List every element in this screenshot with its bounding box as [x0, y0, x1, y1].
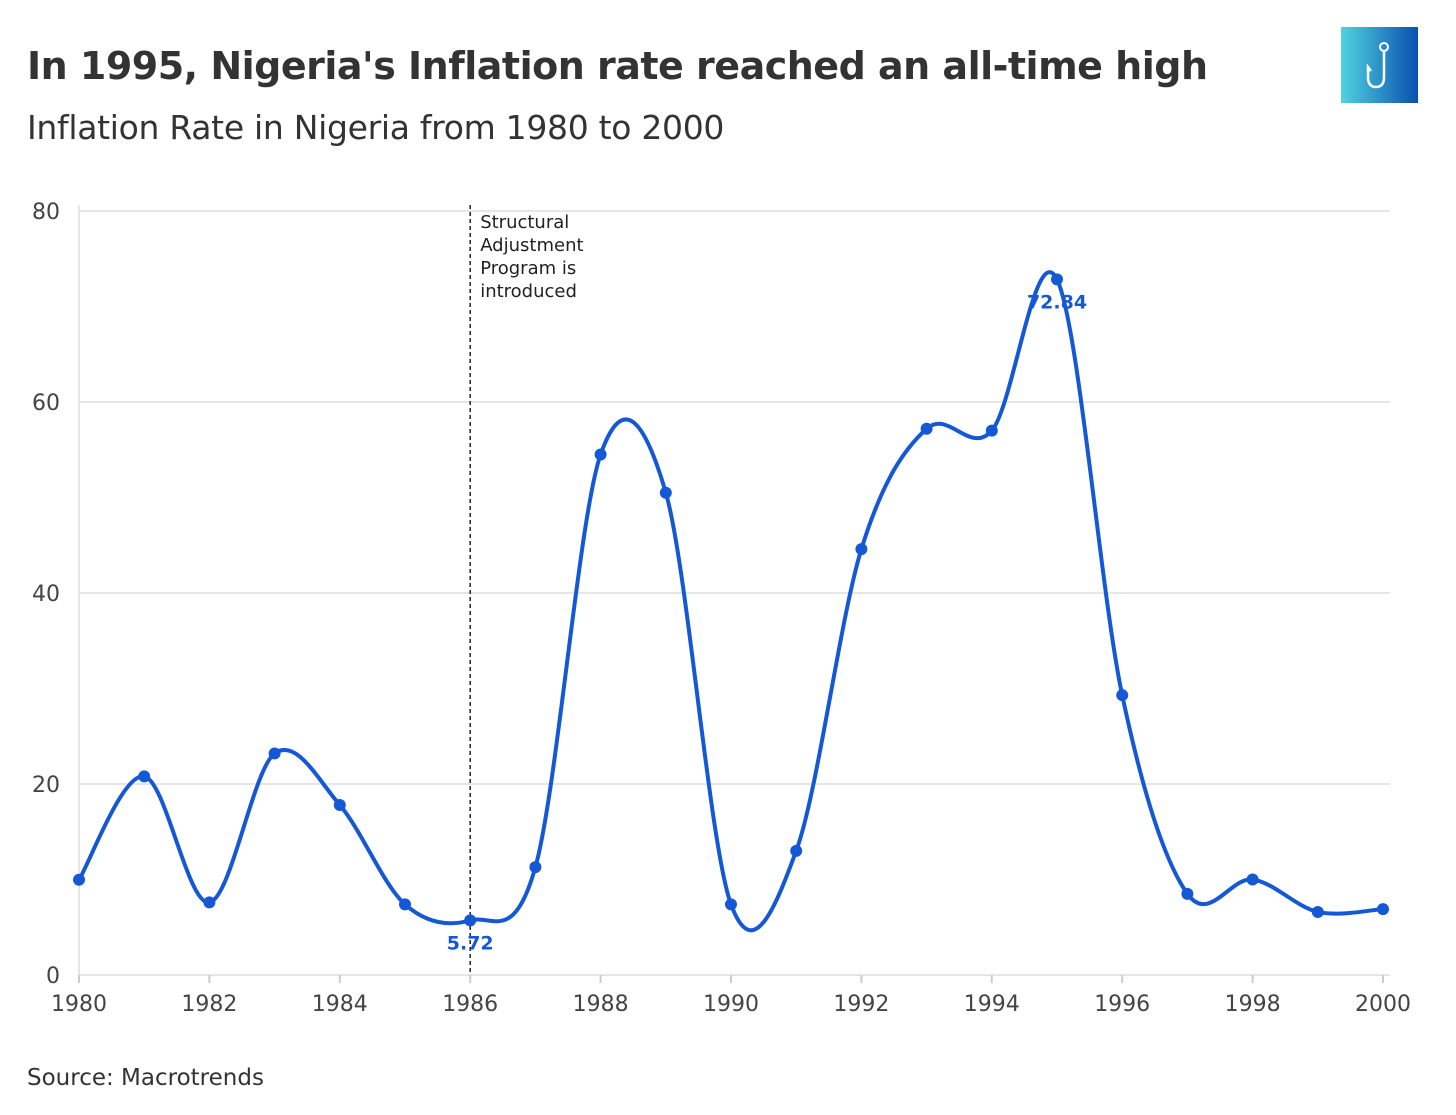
data-point	[1311, 905, 1324, 918]
x-tick-label: 1982	[181, 992, 237, 1017]
data-point	[203, 896, 216, 909]
chart-subtitle: Inflation Rate in Nigeria from 1980 to 2…	[27, 108, 725, 147]
data-point	[855, 543, 868, 556]
data-point	[594, 448, 607, 461]
data-point	[1051, 273, 1063, 286]
annotation-text: introduced	[480, 281, 577, 302]
x-tick-label: 1994	[964, 992, 1020, 1017]
annotation-text: Adjustment	[480, 235, 583, 256]
data-point	[985, 424, 998, 437]
data-point	[333, 799, 346, 812]
x-tick-label: 1986	[442, 992, 498, 1017]
data-point	[1116, 689, 1129, 702]
data-point	[399, 898, 411, 911]
logo	[1341, 27, 1418, 103]
annotation-text: Program is	[480, 258, 576, 279]
annotation-text: Structural	[480, 212, 569, 233]
chart-title: In 1995, Nigeria's Inflation rate reache…	[27, 44, 1208, 88]
x-tick-label: 1984	[312, 992, 368, 1017]
y-tick-label: 20	[32, 773, 60, 798]
source-note: Source: Macrotrends	[27, 1065, 264, 1091]
data-point	[1181, 887, 1194, 900]
data-point	[138, 770, 151, 783]
data-point	[268, 747, 281, 760]
x-tick-label: 1988	[573, 992, 629, 1017]
y-tick-label: 80	[32, 200, 60, 225]
fish-hook-icon	[1366, 42, 1389, 89]
data-point	[1246, 873, 1259, 886]
data-point	[659, 486, 672, 499]
y-tick-label: 40	[32, 582, 60, 607]
data-label: 5.72	[447, 932, 494, 954]
x-tick-label: 1990	[703, 992, 759, 1017]
data-point	[529, 861, 542, 874]
data-point	[920, 422, 933, 435]
x-tick-label: 1998	[1225, 992, 1281, 1017]
y-tick-label: 60	[32, 391, 60, 416]
data-label: 72.84	[1027, 291, 1087, 313]
data-point	[73, 873, 85, 886]
data-point	[1377, 903, 1389, 916]
data-point	[725, 898, 737, 911]
y-tick-label: 0	[46, 964, 60, 989]
x-tick-label: 2000	[1355, 992, 1411, 1017]
x-tick-label: 1996	[1094, 992, 1150, 1017]
series-line	[77, 270, 1384, 933]
x-tick-label: 1992	[833, 992, 889, 1017]
data-point	[464, 914, 477, 927]
x-tick-label: 1980	[51, 992, 107, 1017]
data-point	[790, 844, 803, 857]
